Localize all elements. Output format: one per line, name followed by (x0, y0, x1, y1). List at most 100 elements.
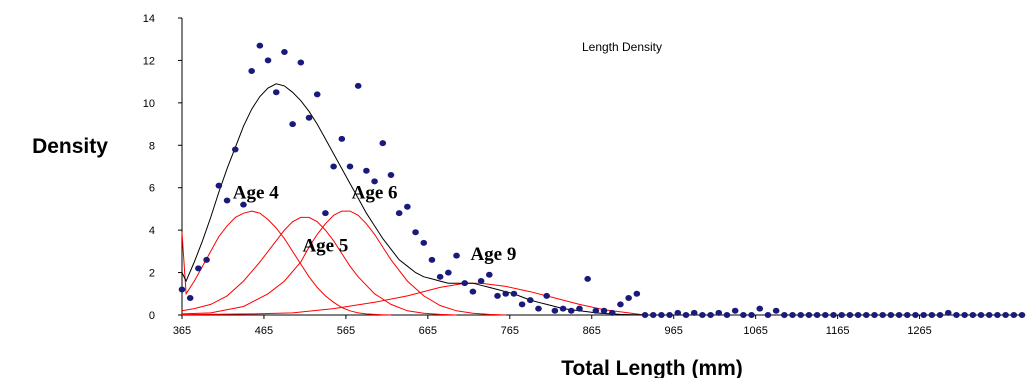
data-point (289, 121, 296, 128)
data-point (862, 312, 870, 318)
data-point (822, 312, 829, 318)
age-annotations: Age 4 Age 5 Age 6 Age 9 (233, 182, 517, 265)
data-point (379, 140, 387, 147)
data-point (428, 256, 436, 263)
age-curves (181, 210, 646, 316)
x-tick-label: 1065 (743, 325, 767, 337)
data-point (256, 42, 264, 49)
age-curve-1 (181, 210, 392, 316)
data-point (658, 312, 665, 318)
y-tick-label: 0 (149, 310, 155, 322)
data-point (453, 252, 460, 259)
data-point (608, 309, 616, 316)
data-point (510, 290, 518, 297)
data-point (420, 239, 428, 246)
data-point (186, 295, 194, 302)
x-axis-title: Total Length (mm) (561, 357, 743, 378)
age-label: Age 4 (233, 182, 279, 203)
data-point (215, 182, 223, 189)
data-point (313, 91, 321, 98)
data-point (789, 312, 796, 318)
data-point (354, 82, 362, 89)
data-point (195, 265, 202, 272)
data-point (264, 57, 272, 64)
y-tick-label: 8 (149, 140, 155, 152)
data-point (649, 312, 657, 318)
data-point (903, 312, 911, 318)
data-point (1002, 312, 1009, 318)
data-point (469, 288, 477, 295)
data-point (928, 312, 936, 318)
data-point (985, 312, 993, 318)
data-point (518, 301, 526, 308)
age-curve-3 (181, 210, 506, 316)
y-tick-label: 6 (149, 183, 155, 195)
data-point (543, 292, 550, 299)
data-point (404, 203, 411, 210)
data-point (994, 312, 1001, 318)
data-point (871, 312, 878, 318)
data-point (559, 305, 567, 312)
data-point (240, 201, 247, 208)
data-point (690, 309, 698, 316)
data-point (682, 312, 690, 318)
data-point (920, 312, 927, 318)
chart-title: Length Density (582, 40, 662, 54)
data-point (477, 278, 485, 285)
total-curve-line (181, 83, 646, 316)
data-point (322, 210, 329, 217)
data-point (887, 312, 895, 318)
data-point (977, 312, 985, 318)
x-tick-label: 465 (255, 325, 273, 337)
data-point (387, 171, 395, 178)
x-tick-label: 765 (501, 325, 519, 337)
data-point (346, 163, 354, 170)
data-point (526, 297, 534, 304)
data-point (961, 312, 968, 318)
data-point (584, 275, 591, 282)
data-point (854, 312, 862, 318)
data-point (740, 312, 747, 318)
data-point (330, 163, 337, 170)
data-point (592, 307, 600, 314)
data-point (371, 178, 378, 185)
x-tick-label: 1165 (826, 325, 850, 337)
data-point (805, 312, 813, 318)
age-curve-2 (181, 216, 457, 316)
observed-points (178, 42, 1026, 318)
data-point (731, 307, 739, 314)
axes (181, 18, 1022, 316)
data-point (838, 312, 846, 318)
data-point (674, 309, 682, 316)
data-point (535, 305, 542, 312)
x-axis-ticks: 365 465 565 665 765 865 965 1065 1165 1265 (173, 315, 932, 337)
age-label: Age 9 (470, 244, 516, 265)
y-tick-label: 2 (149, 268, 155, 280)
x-tick-label: 965 (665, 325, 683, 337)
total-density-curve (181, 83, 646, 316)
x-tick-label: 865 (583, 325, 601, 337)
y-tick-label: 14 (143, 13, 155, 25)
data-point (707, 312, 714, 318)
x-tick-label: 1265 (907, 325, 931, 337)
data-point (203, 256, 210, 263)
data-point (772, 307, 780, 314)
data-point (953, 312, 960, 318)
data-point (912, 312, 919, 318)
y-tick-label: 12 (143, 55, 155, 67)
data-point (895, 312, 903, 318)
y-tick-label: 4 (149, 225, 155, 237)
data-point (436, 273, 444, 280)
data-point (936, 312, 944, 318)
y-axis-title: Density (32, 135, 108, 158)
x-tick-label: 665 (419, 325, 437, 337)
data-point (338, 135, 346, 142)
data-point (297, 59, 305, 66)
data-point (461, 280, 469, 287)
data-point (699, 312, 706, 318)
data-point (1010, 312, 1018, 318)
data-point (633, 290, 641, 297)
data-point (305, 114, 313, 121)
data-point (748, 312, 755, 318)
data-point (969, 312, 977, 318)
